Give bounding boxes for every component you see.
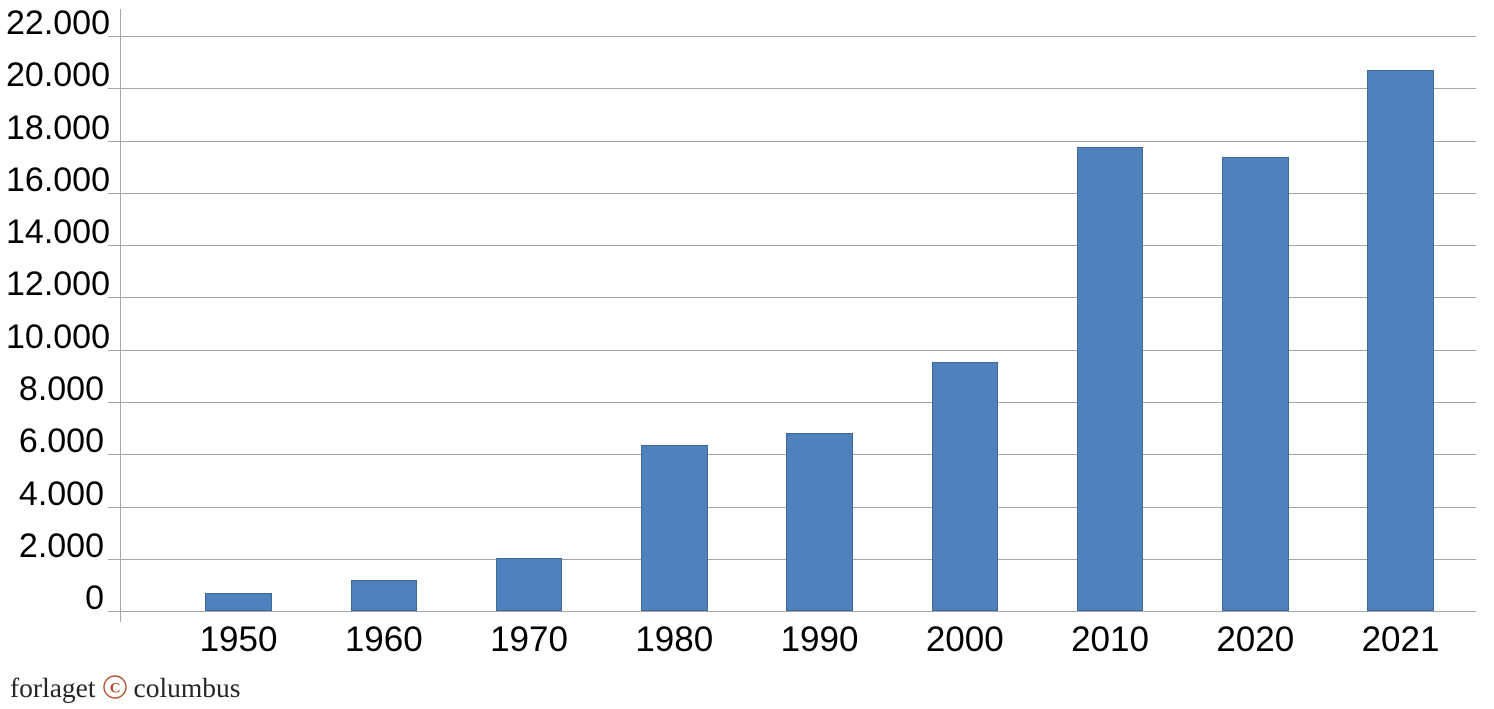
svg-text:C: C (109, 680, 120, 696)
